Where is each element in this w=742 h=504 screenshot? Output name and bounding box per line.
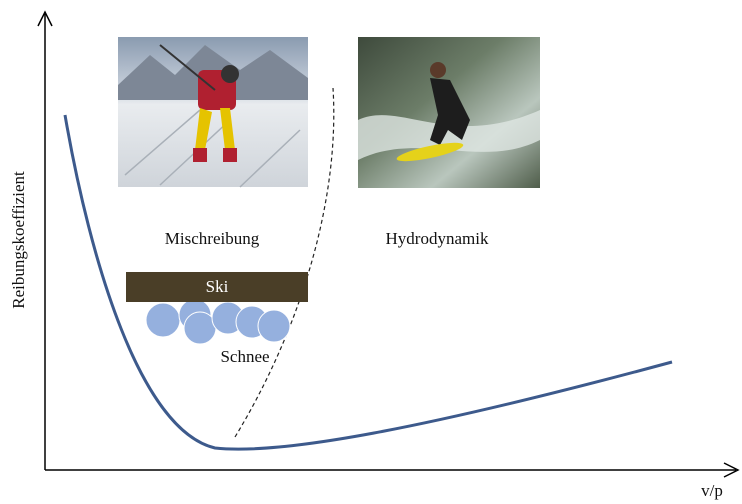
region-boundary — [234, 87, 335, 438]
friction-curve — [63, 114, 673, 451]
ski-bar — [126, 272, 308, 302]
x-axis-label: v/p — [701, 481, 723, 500]
y-axis-label: Reibungskoeffizient — [9, 171, 28, 309]
snow-label: Schnee — [220, 347, 269, 366]
region-label: Hydrodynamik — [386, 229, 489, 248]
skier-photo — [118, 37, 308, 188]
y-arrow — [37, 10, 53, 27]
x-arrow — [723, 462, 740, 478]
surfer-photo — [358, 37, 540, 188]
ski-label: Ski — [206, 277, 229, 296]
axes — [37, 10, 740, 478]
region-label: Mischreibung — [165, 229, 260, 248]
snow-grains — [145, 298, 291, 345]
